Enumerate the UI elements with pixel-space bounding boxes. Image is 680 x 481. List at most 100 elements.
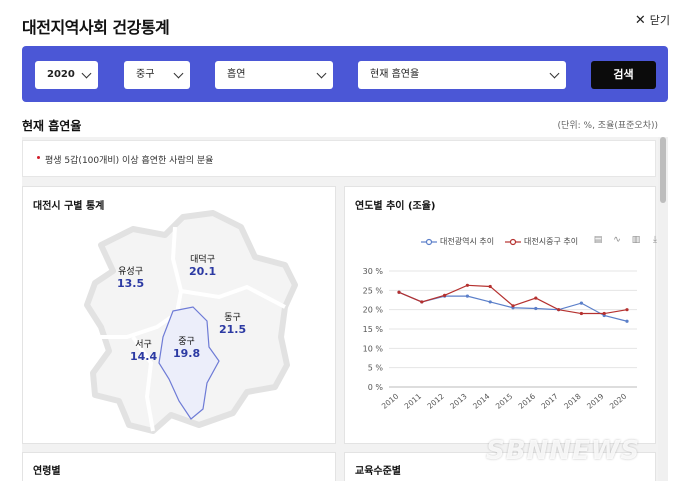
close-label: 닫기	[649, 14, 670, 27]
window-title: 대전지역사회 건강통계	[22, 18, 170, 37]
x-tick-label: 2014	[471, 391, 492, 410]
trend-card-title: 연도별 추이 (조율)	[355, 201, 436, 212]
district-select-value: 중구	[136, 69, 155, 80]
legend-item-daejeon[interactable]: 대전광역시 추이	[421, 236, 494, 247]
category-select-value: 흡연	[227, 69, 246, 80]
y-tick-label: 30 %	[363, 267, 384, 276]
district-value: 14.4	[130, 350, 158, 363]
boundary-seogu	[131, 335, 155, 432]
legend-label: 대전광역시 추이	[440, 237, 495, 246]
data-point	[625, 308, 629, 312]
district-label-jung-gu[interactable]: 중구 19.8	[173, 337, 200, 359]
boundary-daedeok-donggu	[180, 284, 286, 309]
y-tick-label: 5 %	[368, 364, 384, 373]
x-tick-label: 2018	[562, 391, 583, 410]
data-point	[625, 319, 629, 323]
map-region-jung-gu[interactable]	[158, 306, 220, 420]
chevron-down-icon	[81, 68, 92, 79]
district-label-seo-gu[interactable]: 서구 14.4	[130, 340, 157, 362]
district-label-dong-gu[interactable]: 동구 21.5	[219, 313, 246, 335]
data-point	[557, 308, 561, 312]
indicator-select-value: 현재 흡연율	[370, 69, 420, 80]
data-point	[465, 294, 469, 298]
filter-bar: 2020 중구 흡연 현재 흡연율 검색	[22, 46, 668, 102]
chevron-down-icon	[316, 68, 327, 79]
definition-text: 평생 5갑(100개비) 이상 흡연한 사람의 분율	[45, 156, 214, 166]
district-label-yuseong[interactable]: 유성구 13.5	[117, 267, 144, 289]
year-select[interactable]: 2020	[35, 61, 98, 89]
legend-marker-jung-gu	[505, 238, 521, 245]
x-tick-label: 2019	[585, 391, 606, 410]
download-icon[interactable]: ⤓	[653, 235, 657, 245]
data-point	[488, 300, 492, 304]
district-value: 19.8	[173, 347, 201, 360]
legend-marker-daejeon	[421, 238, 437, 245]
education-card: 교육수준별	[344, 452, 656, 481]
age-card-title: 연령별	[33, 466, 61, 477]
data-point	[579, 311, 583, 316]
x-tick-label: 2012	[425, 391, 446, 410]
y-tick-label: 10 %	[363, 344, 384, 353]
bar-chart-icon[interactable]: ▥	[631, 235, 641, 245]
district-map-card: 대전시 구별 통계 대덕구 20.1 유성구 13.5 동구 21.5 중구 1…	[22, 186, 336, 444]
district-name: 중구	[178, 337, 195, 347]
y-tick-label: 25 %	[363, 286, 384, 295]
data-point	[488, 284, 492, 289]
y-tick-label: 0 %	[368, 383, 384, 392]
district-value: 13.5	[117, 277, 145, 290]
district-label-daedeok[interactable]: 대덕구 20.1	[189, 255, 216, 277]
data-point	[534, 296, 538, 300]
y-tick-label: 15 %	[363, 325, 384, 334]
line-chart-icon[interactable]: ∿	[613, 235, 621, 245]
data-point	[420, 300, 424, 304]
legend-item-jung-gu[interactable]: 대전시중구 추이	[505, 236, 578, 247]
data-point	[602, 311, 606, 316]
district-name: 유성구	[118, 267, 143, 277]
x-tick-label: 2017	[539, 391, 560, 410]
data-point	[534, 306, 538, 311]
document-icon[interactable]: ▤	[593, 235, 603, 245]
category-select[interactable]: 흡연	[215, 61, 333, 89]
indicator-select[interactable]: 현재 흡연율	[358, 61, 566, 89]
chart-toolbar: ▤ ∿ ▥ ⤓	[593, 235, 660, 245]
x-tick-label: 2013	[448, 391, 469, 410]
year-select-value: 2020	[47, 69, 75, 80]
district-name: 동구	[224, 313, 241, 323]
definition-box: 평생 5갑(100개비) 이상 흡연한 사람의 분율	[22, 140, 656, 177]
district-value: 21.5	[219, 323, 247, 336]
data-point	[579, 301, 583, 305]
x-tick-label: 2020	[608, 391, 629, 410]
chevron-down-icon	[549, 68, 560, 79]
boundary-yuseong-seogu	[93, 311, 179, 339]
scrollbar-thumb[interactable]	[660, 137, 666, 203]
top-bar: 대전지역사회 건강통계 ✕ 닫기	[0, 0, 680, 50]
section-title: 현재 흡연율	[22, 119, 82, 133]
watermark: SBNNEWS	[486, 436, 641, 466]
district-value: 20.1	[189, 265, 217, 278]
close-button[interactable]: ✕ 닫기	[635, 12, 670, 28]
search-button[interactable]: 검색	[591, 61, 656, 89]
scrollbar[interactable]	[658, 137, 668, 481]
data-point	[397, 290, 401, 294]
data-point	[443, 293, 447, 297]
x-tick-label: 2015	[494, 391, 515, 410]
trend-chart-card: 연도별 추이 (조율) 0 % 5 % 10 % 15 % 20 % 25 % 30 % 20…	[344, 186, 657, 444]
trend-line-chart: 0 %5 %10 %15 %20 %25 %30 %2010 2011 2012 20…	[363, 267, 637, 411]
boundary-yuseong-daedeok	[170, 226, 184, 314]
data-point	[511, 304, 515, 308]
district-name: 서구	[135, 340, 152, 350]
district-select[interactable]: 중구	[124, 61, 190, 89]
y-tick-label: 20 %	[363, 306, 384, 315]
education-card-title: 교육수준별	[355, 466, 401, 477]
x-tick-label: 2010	[380, 391, 401, 410]
x-tick-label: 2016	[517, 391, 538, 410]
unit-note: (단위: %, 조율(표준오차))	[557, 121, 658, 131]
close-icon: ✕	[634, 12, 646, 28]
data-point	[465, 283, 469, 287]
age-card: 연령별	[22, 452, 336, 481]
district-name: 대덕구	[190, 255, 215, 265]
x-tick-label: 2011	[403, 391, 424, 410]
bullet-icon	[37, 156, 40, 159]
map-card-title: 대전시 구별 통계	[33, 201, 105, 212]
